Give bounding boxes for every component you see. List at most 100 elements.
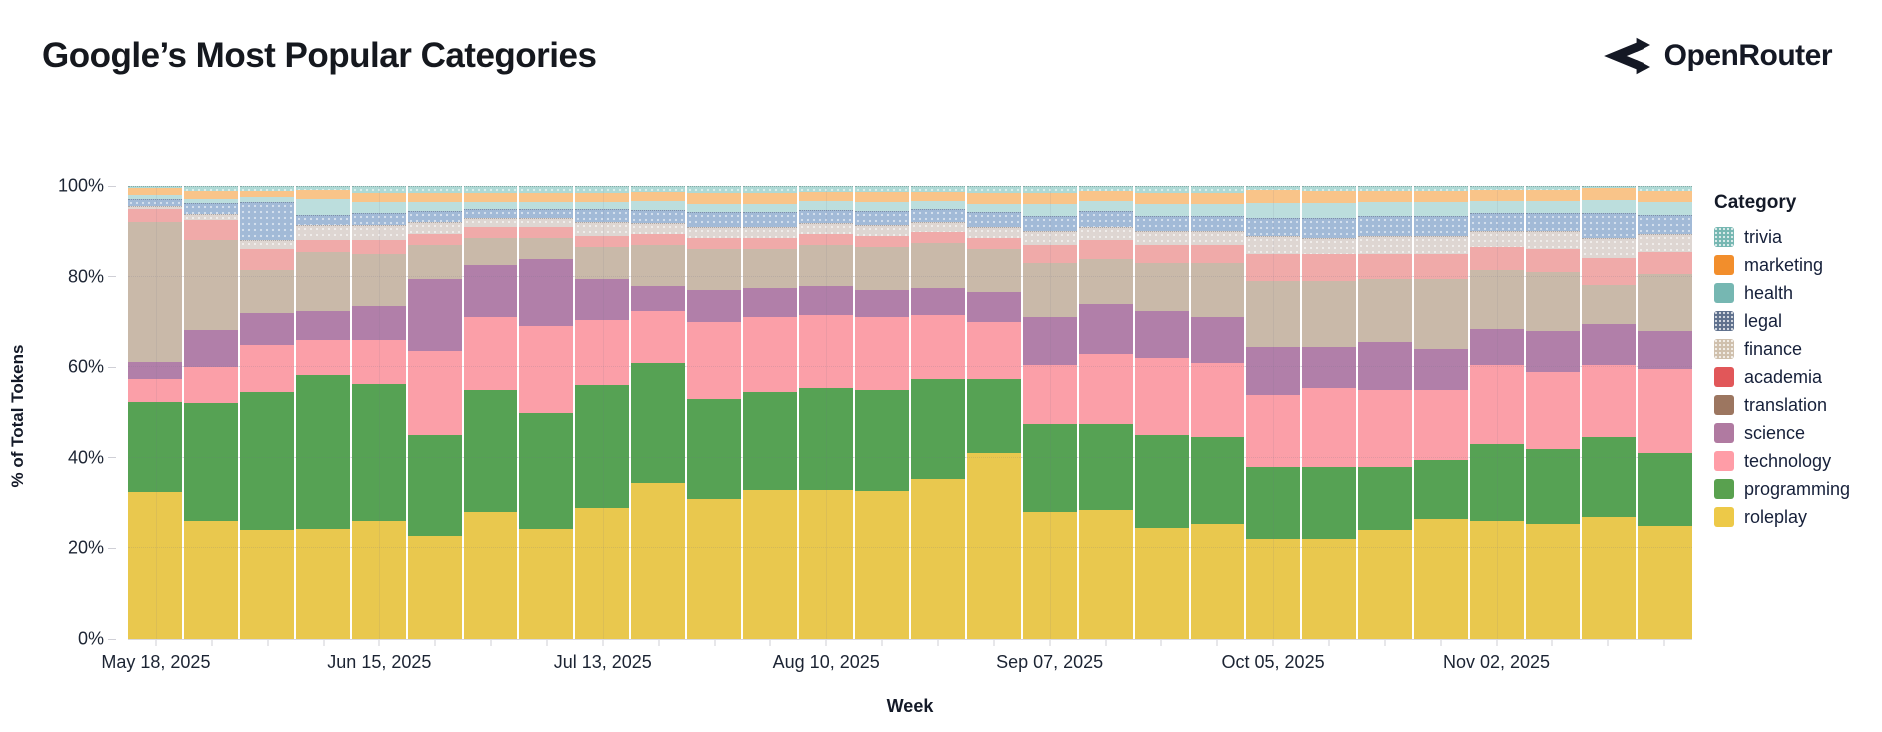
- bar-segment-marketing[interactable]: [910, 192, 965, 202]
- bar-segment-legal[interactable]: [854, 210, 909, 225]
- bar-segment-translation[interactable]: [407, 244, 462, 279]
- bar-segment-finance[interactable]: [631, 223, 686, 235]
- legend-item-legal[interactable]: legal: [1714, 311, 1879, 331]
- bar-segment-marketing[interactable]: [1526, 189, 1580, 202]
- bar-segment-trivia[interactable]: [351, 186, 406, 193]
- bar-week-24[interactable]: [1414, 186, 1469, 639]
- bar-segment-legal[interactable]: [1526, 213, 1580, 232]
- bar-segment-science[interactable]: [519, 258, 574, 327]
- bar-segment-roleplay[interactable]: [910, 478, 965, 639]
- bar-segment-finance[interactable]: [1637, 233, 1692, 252]
- bar-week-6[interactable]: [407, 186, 462, 639]
- bar-segment-legal[interactable]: [1302, 217, 1357, 239]
- bar-segment-health[interactable]: [910, 201, 965, 210]
- bar-segment-finance[interactable]: [687, 226, 742, 239]
- bar-segment-science[interactable]: [1581, 324, 1636, 365]
- bar-segment-legal[interactable]: [687, 212, 742, 227]
- legend-item-translation[interactable]: translation: [1714, 395, 1879, 415]
- bar-segment-programming[interactable]: [1637, 453, 1692, 526]
- bar-segment-finance[interactable]: [295, 224, 350, 241]
- bar-segment-health[interactable]: [295, 198, 350, 215]
- bar-segment-marketing[interactable]: [407, 192, 462, 202]
- bar-segment-translation[interactable]: [295, 251, 350, 311]
- bar-segment-science[interactable]: [799, 285, 853, 316]
- bar-segment-programming[interactable]: [1190, 437, 1245, 524]
- bar-week-11[interactable]: [687, 186, 742, 639]
- bar-segment-academia[interactable]: [631, 234, 686, 245]
- bar-segment-technology[interactable]: [1078, 353, 1133, 424]
- bar-segment-translation[interactable]: [1134, 263, 1189, 311]
- bar-segment-academia[interactable]: [1246, 254, 1301, 281]
- bar-segment-academia[interactable]: [1022, 244, 1077, 264]
- bar-segment-trivia[interactable]: [687, 186, 742, 194]
- bar-segment-legal[interactable]: [1246, 217, 1301, 237]
- bar-segment-science[interactable]: [183, 329, 238, 368]
- bar-segment-technology[interactable]: [1302, 387, 1357, 467]
- bar-segment-roleplay[interactable]: [1414, 518, 1469, 639]
- bar-segment-science[interactable]: [631, 285, 686, 311]
- bar-segment-translation[interactable]: [519, 238, 574, 259]
- bar-segment-roleplay[interactable]: [1078, 509, 1133, 639]
- bar-segment-science[interactable]: [463, 265, 518, 318]
- bar-segment-legal[interactable]: [1470, 213, 1525, 232]
- bar-segment-trivia[interactable]: [1358, 186, 1413, 191]
- bar-segment-trivia[interactable]: [128, 186, 182, 189]
- bar-segment-academia[interactable]: [1526, 249, 1580, 273]
- bar-segment-programming[interactable]: [1246, 466, 1301, 540]
- bar-segment-programming[interactable]: [799, 387, 853, 490]
- bar-segment-roleplay[interactable]: [743, 489, 798, 639]
- bar-segment-legal[interactable]: [407, 210, 462, 223]
- bar-week-1[interactable]: [128, 186, 182, 639]
- bar-segment-finance[interactable]: [463, 217, 518, 227]
- bar-segment-translation[interactable]: [1581, 284, 1636, 325]
- bar-segment-translation[interactable]: [128, 222, 182, 362]
- bar-segment-health[interactable]: [1581, 199, 1636, 214]
- bar-segment-translation[interactable]: [910, 242, 965, 288]
- bar-segment-legal[interactable]: [799, 209, 853, 224]
- bar-segment-finance[interactable]: [1078, 226, 1133, 241]
- bar-segment-marketing[interactable]: [1022, 192, 1077, 205]
- bar-segment-translation[interactable]: [1470, 269, 1525, 329]
- bar-segment-programming[interactable]: [1358, 466, 1413, 531]
- bar-segment-academia[interactable]: [295, 240, 350, 252]
- bar-segment-technology[interactable]: [1637, 369, 1692, 454]
- bar-segment-trivia[interactable]: [799, 186, 853, 192]
- bar-segment-technology[interactable]: [1022, 364, 1077, 424]
- bar-week-9[interactable]: [575, 186, 630, 639]
- bar-segment-finance[interactable]: [1022, 231, 1077, 245]
- bar-segment-finance[interactable]: [128, 206, 182, 209]
- bar-segment-academia[interactable]: [183, 220, 238, 241]
- bar-segment-academia[interactable]: [1414, 254, 1469, 279]
- bar-segment-technology[interactable]: [854, 317, 909, 390]
- bar-segment-marketing[interactable]: [1246, 190, 1301, 203]
- bar-segment-health[interactable]: [1302, 203, 1357, 218]
- bar-segment-science[interactable]: [1358, 342, 1413, 390]
- bar-segment-programming[interactable]: [854, 389, 909, 492]
- bar-segment-finance[interactable]: [519, 217, 574, 227]
- bar-segment-programming[interactable]: [1526, 448, 1580, 524]
- bar-segment-science[interactable]: [910, 287, 965, 316]
- bar-segment-health[interactable]: [631, 201, 686, 210]
- bar-segment-science[interactable]: [1526, 331, 1580, 372]
- bar-segment-roleplay[interactable]: [631, 482, 686, 639]
- bar-segment-roleplay[interactable]: [1470, 521, 1525, 639]
- bar-segment-translation[interactable]: [966, 249, 1021, 293]
- bar-week-13[interactable]: [799, 186, 853, 639]
- bar-segment-translation[interactable]: [1190, 263, 1245, 318]
- bar-segment-finance[interactable]: [183, 213, 238, 221]
- bar-segment-roleplay[interactable]: [463, 512, 518, 639]
- bar-segment-health[interactable]: [1078, 201, 1133, 211]
- bar-segment-technology[interactable]: [407, 351, 462, 436]
- bar-segment-roleplay[interactable]: [183, 521, 238, 639]
- bar-week-27[interactable]: [1581, 186, 1636, 639]
- bar-segment-roleplay[interactable]: [407, 535, 462, 639]
- bar-segment-roleplay[interactable]: [1526, 523, 1580, 639]
- bar-segment-legal[interactable]: [239, 201, 294, 241]
- bar-segment-marketing[interactable]: [1190, 192, 1245, 205]
- bar-segment-trivia[interactable]: [1246, 186, 1301, 191]
- bar-week-5[interactable]: [351, 186, 406, 639]
- bar-segment-technology[interactable]: [351, 340, 406, 384]
- bar-segment-academia[interactable]: [854, 235, 909, 248]
- bar-segment-marketing[interactable]: [799, 191, 853, 202]
- bar-segment-science[interactable]: [1190, 317, 1245, 363]
